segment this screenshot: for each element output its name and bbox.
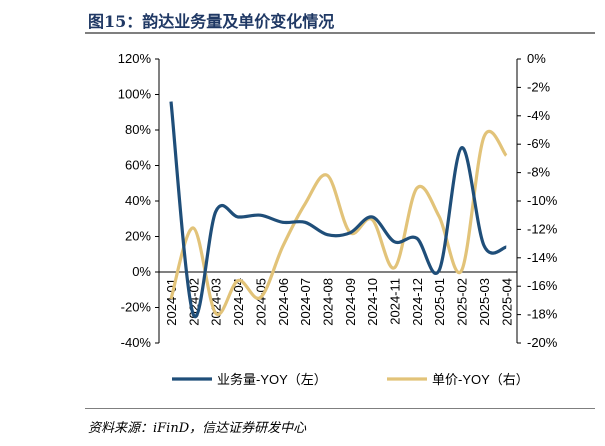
x-tick-label: 2024-07 (298, 278, 313, 326)
left-tick-label: -40% (121, 335, 152, 350)
x-tick-label: 2024-04 (231, 278, 246, 326)
right-tick-label: 0% (527, 51, 546, 66)
right-tick-label: -2% (527, 79, 551, 94)
x-tick-label: 2024-08 (320, 278, 335, 326)
right-tick-label: -10% (527, 193, 558, 208)
right-tick-label: -8% (527, 165, 551, 180)
right-tick-label: -18% (527, 307, 558, 322)
left-tick-label: 120% (118, 51, 152, 66)
x-tick-label: 2024-12 (410, 278, 425, 326)
right-tick-label: -6% (527, 136, 551, 151)
left-tick-label: 0% (132, 264, 151, 279)
source-note: 资料来源：iFinD，信达证券研发中心 (88, 421, 307, 436)
x-tick-label: 2024-06 (276, 278, 291, 326)
x-tick-label: 2024-11 (388, 278, 403, 325)
x-tick-label: 2024-09 (343, 278, 358, 326)
right-tick-label: -14% (527, 250, 558, 265)
title-divider (85, 32, 595, 34)
x-tick-label: 2024-10 (365, 278, 380, 326)
left-tick-label: -20% (121, 300, 152, 315)
x-tick-label: 2025-02 (455, 278, 470, 326)
left-tick-label: 60% (125, 158, 151, 173)
right-tick-label: -12% (527, 221, 558, 236)
series-line-left (169, 101, 507, 319)
left-tick-label: 20% (125, 229, 151, 244)
series-line-right (169, 129, 508, 316)
x-tick-label: 2025-04 (499, 278, 514, 326)
chart-title: 图15：韵达业务量及单价变化情况 (88, 12, 335, 31)
legend-label: 业务量-YOY（左） (217, 372, 327, 387)
right-tick-label: -16% (527, 278, 558, 293)
right-tick-label: -20% (527, 335, 558, 350)
left-tick-label: 100% (118, 87, 152, 102)
legend-label: 单价-YOY（右） (432, 372, 529, 387)
left-tick-label: 80% (125, 122, 151, 137)
left-tick-label: 40% (125, 193, 151, 208)
x-tick-label: 2025-03 (477, 278, 492, 326)
source-divider (85, 408, 595, 409)
right-tick-label: -4% (527, 108, 551, 123)
x-tick-label: 2025-01 (432, 278, 447, 326)
x-tick-label: 2024-01 (164, 278, 179, 326)
